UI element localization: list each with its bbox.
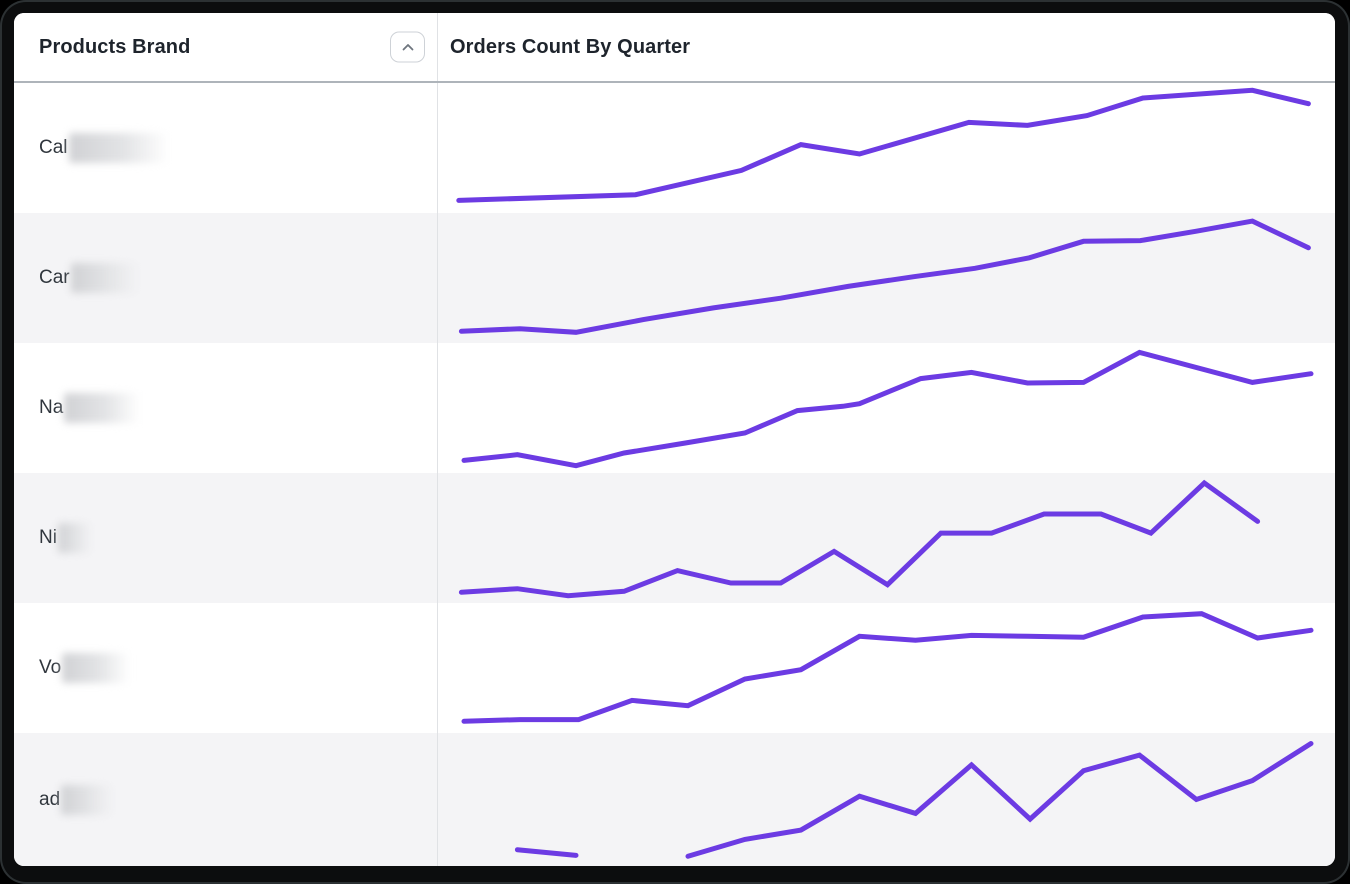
- brand-label: Cal: [39, 137, 68, 158]
- table-row[interactable]: Vo: [14, 603, 1335, 733]
- redacted-brand-text: [62, 653, 131, 683]
- table-widget: Products Brand Orders Count By Quarter C…: [14, 13, 1335, 866]
- brand-cell: Cal: [14, 83, 438, 213]
- sparkline-chart: [438, 733, 1335, 866]
- sparkline-cell: [438, 83, 1335, 213]
- sparkline-cell: [438, 473, 1335, 603]
- sparkline-cell: [438, 603, 1335, 733]
- redacted-brand-text: [57, 523, 92, 553]
- table-row[interactable]: Cal: [14, 83, 1335, 213]
- redacted-brand-text: [64, 393, 141, 423]
- column-header-products-brand[interactable]: Products Brand: [14, 13, 438, 81]
- sparkline-cell: [438, 733, 1335, 866]
- table-header-row: Products Brand Orders Count By Quarter: [14, 13, 1335, 83]
- table-body: Cal Car Na: [14, 83, 1335, 866]
- sparkline-chart: [438, 213, 1335, 343]
- brand-cell: Ni: [14, 473, 438, 603]
- brand-label: Vo: [39, 657, 62, 678]
- redacted-brand-text: [70, 263, 139, 293]
- brand-label: Na: [39, 397, 64, 418]
- brand-cell: Vo: [14, 603, 438, 733]
- sparkline-chart: [438, 473, 1335, 603]
- chevron-up-icon: [398, 37, 418, 57]
- brand-cell: Na: [14, 343, 438, 473]
- table-row[interactable]: Ni: [14, 473, 1335, 603]
- products-brand-header-label: Products Brand: [39, 35, 191, 58]
- brand-cell: ad: [14, 733, 438, 866]
- redacted-brand-text: [68, 133, 169, 163]
- sparkline-chart: [438, 83, 1335, 213]
- sparkline-cell: [438, 343, 1335, 473]
- brand-label: Car: [39, 267, 70, 288]
- sort-ascending-button[interactable]: [390, 31, 425, 63]
- sparkline-chart: [438, 603, 1335, 733]
- sparkline-cell: [438, 213, 1335, 343]
- brand-cell: Car: [14, 213, 438, 343]
- table-row[interactable]: Car: [14, 213, 1335, 343]
- redacted-brand-text: [61, 784, 114, 815]
- sparkline-chart: [438, 343, 1335, 473]
- brand-label: Ni: [39, 527, 57, 548]
- table-row[interactable]: ad: [14, 733, 1335, 866]
- table-row[interactable]: Na: [14, 343, 1335, 473]
- brand-label: ad: [39, 788, 61, 810]
- column-header-orders-count[interactable]: Orders Count By Quarter: [438, 13, 1335, 81]
- orders-count-header-label: Orders Count By Quarter: [450, 35, 691, 58]
